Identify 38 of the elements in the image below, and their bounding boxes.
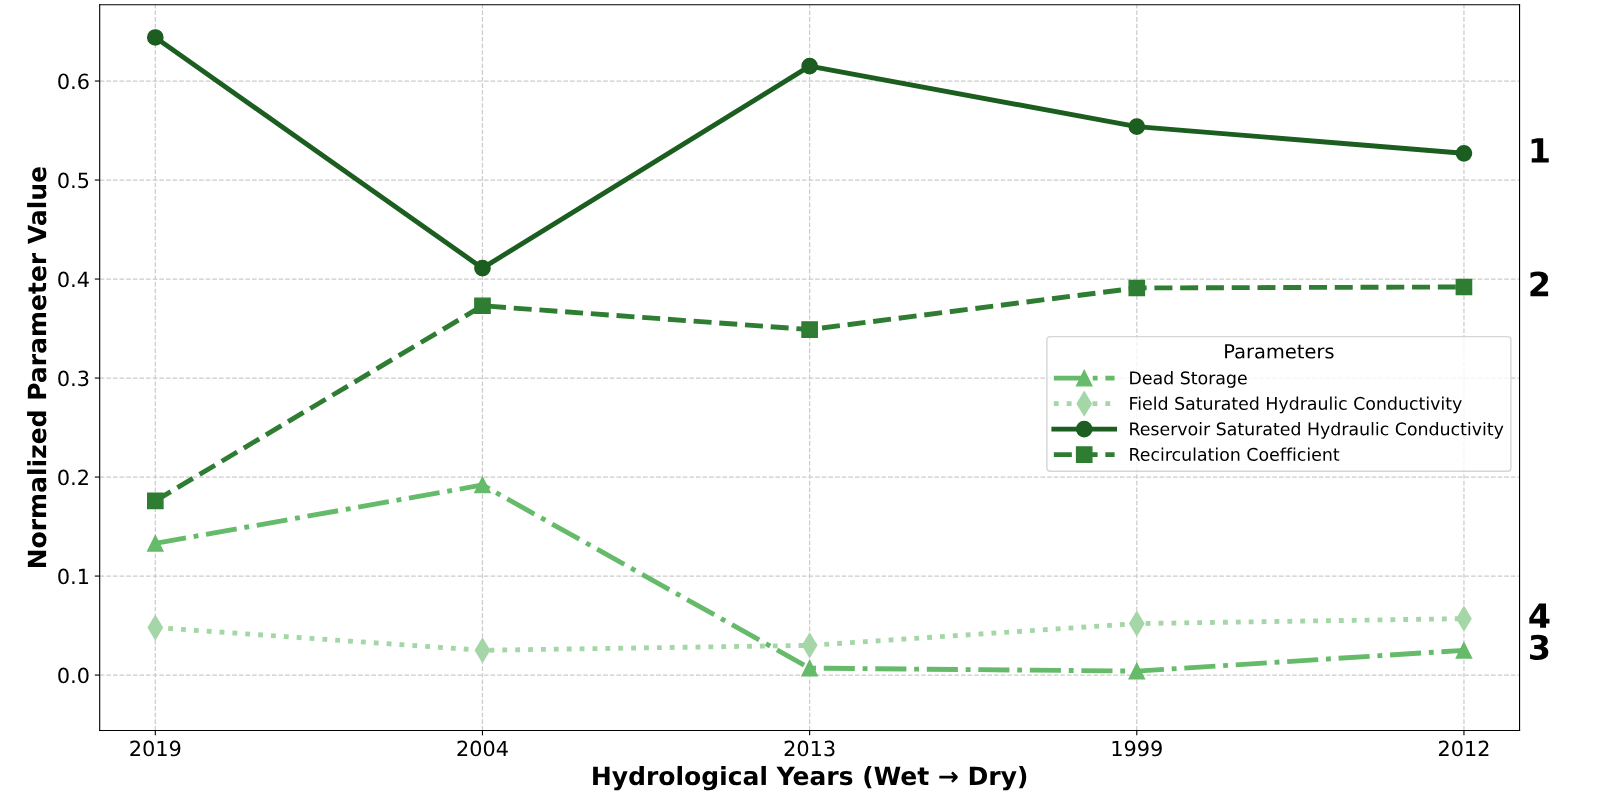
point — [801, 659, 818, 677]
y-axis-title: Normalized Parameter Value — [27, 167, 47, 568]
y-tick-label: 0.0 — [58, 667, 89, 684]
point — [474, 297, 491, 315]
point — [1128, 662, 1146, 680]
annotation: 4 — [1529, 603, 1550, 628]
point — [1455, 278, 1473, 296]
x-tick-label: 2013 — [784, 740, 835, 757]
point — [474, 476, 491, 494]
point — [1455, 641, 1473, 659]
annotation: 1 — [1531, 138, 1549, 163]
point — [1455, 144, 1473, 162]
y-tick-label: 0.3 — [58, 370, 89, 387]
point — [146, 29, 164, 46]
point — [801, 57, 818, 75]
point — [1128, 118, 1146, 135]
y-tick-label: 0.5 — [58, 172, 89, 189]
legend-label: Reservoir Saturated Hydraulic Conductivity — [1130, 422, 1504, 439]
x-tick-label: 2019 — [130, 740, 181, 757]
point — [1128, 279, 1146, 297]
legend-title: Parameters — [1225, 344, 1334, 359]
point — [474, 259, 491, 277]
y-tick-label: 0.2 — [58, 469, 88, 486]
y-tick-label: 0.6 — [58, 73, 89, 90]
y-tick-label: 0.1 — [58, 568, 89, 585]
x-tick-label: 2004 — [457, 740, 508, 757]
point — [801, 321, 818, 338]
legend-label: Dead Storage — [1130, 371, 1247, 388]
legend-label: Recirculation Coefficient — [1130, 447, 1340, 461]
annotation: 3 — [1530, 634, 1549, 660]
legend-label: Field Saturated Hydraulic Conductivity — [1130, 396, 1462, 414]
annotation: 2 — [1530, 271, 1549, 297]
x-tick-label: 2012 — [1438, 740, 1489, 757]
point — [146, 535, 164, 552]
x-axis-title: Hydrological Years (Wet → Dry) — [593, 765, 1027, 791]
y-tick-label: 0.4 — [58, 271, 89, 288]
x-tick-label: 1999 — [1112, 740, 1162, 757]
point — [146, 492, 164, 510]
